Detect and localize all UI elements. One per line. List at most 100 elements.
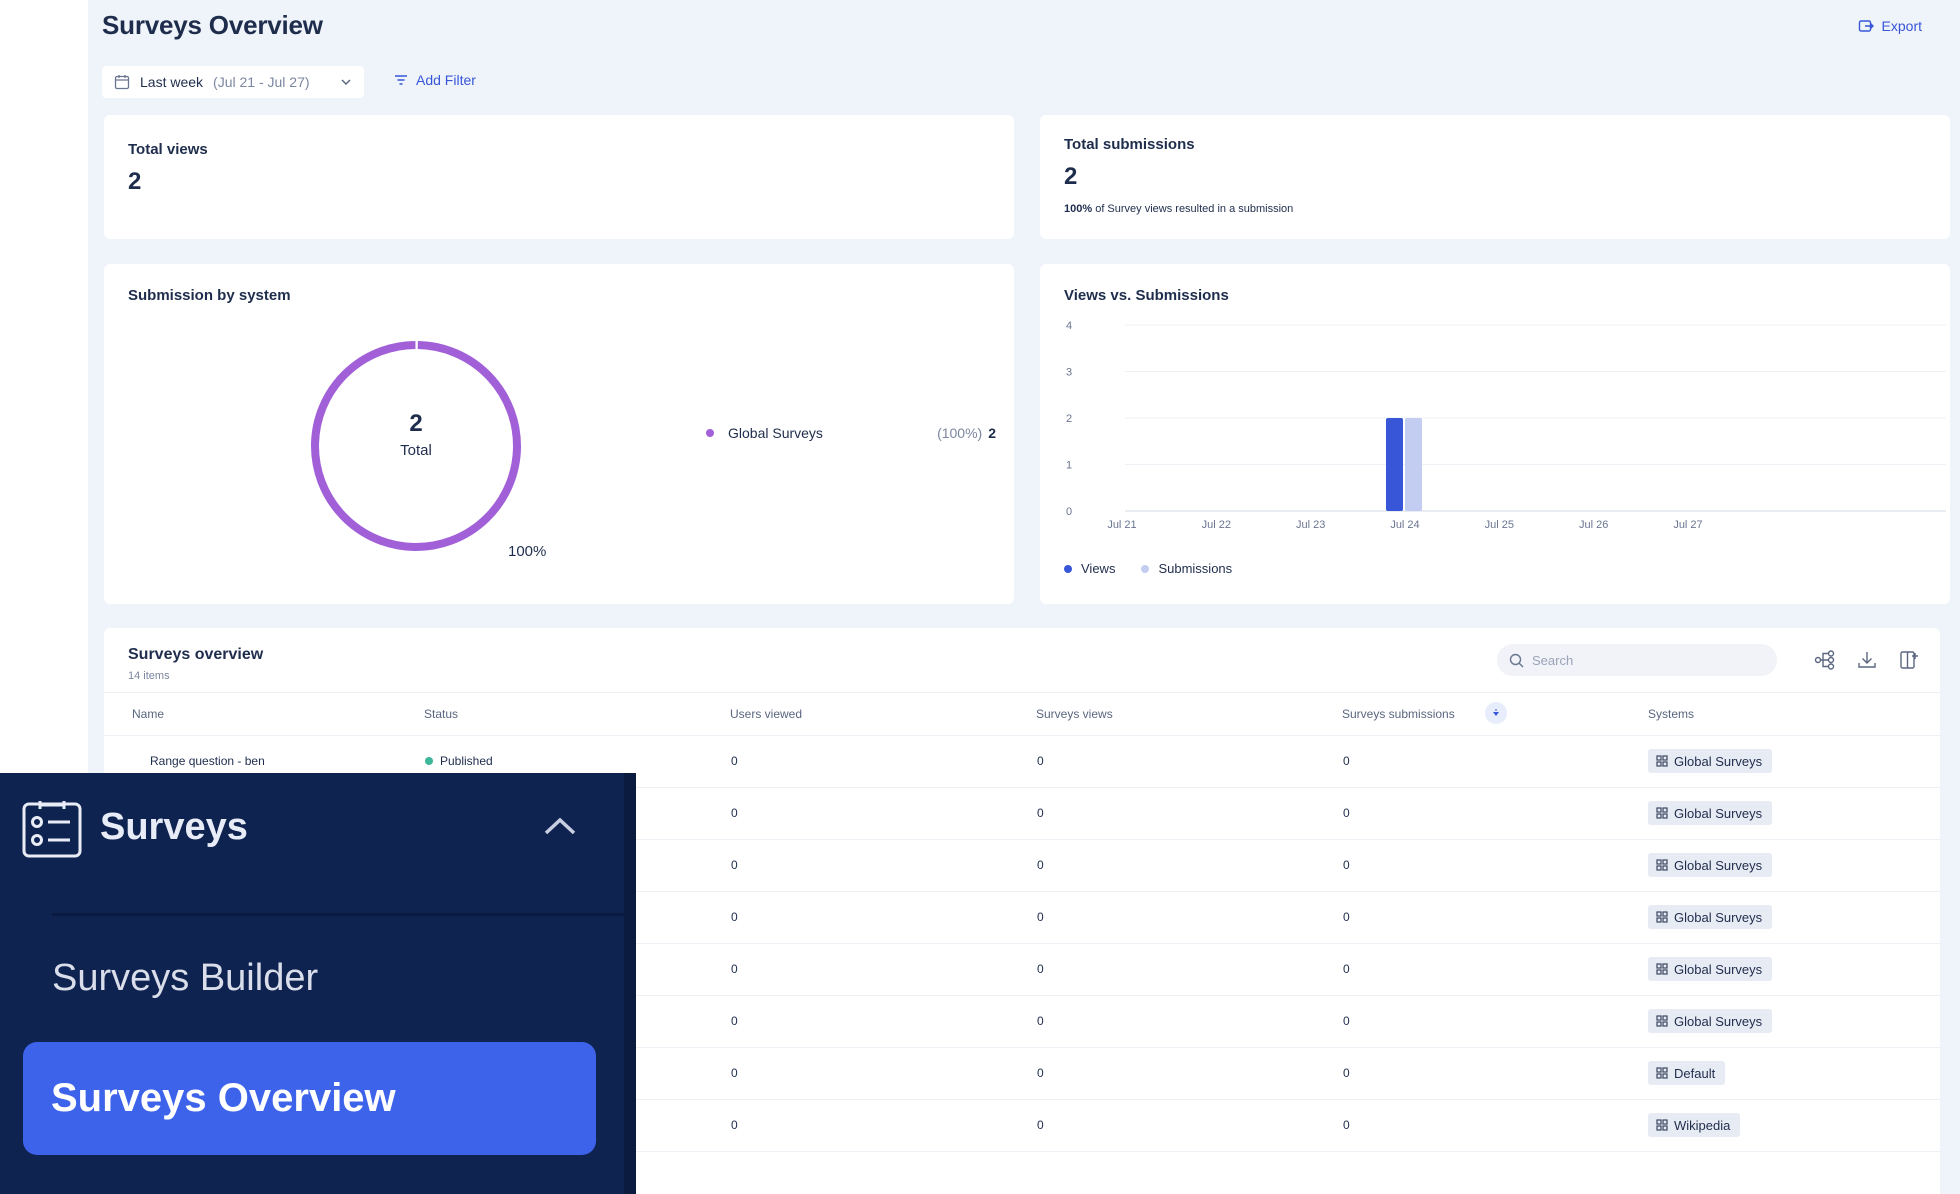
nav-divider [52,913,624,916]
grid-icon [1656,1015,1668,1027]
hierarchy-icon[interactable] [1813,648,1837,672]
cell-surveys-views: 0 [1037,1066,1044,1080]
cell-surveys-views: 0 [1037,806,1044,820]
total-submissions-card: Total submissions 2 100% of Survey views… [1040,115,1950,239]
donut-chart [311,341,521,551]
system-tag-label: Global Surveys [1674,961,1763,977]
cell-users-viewed: 0 [731,1014,738,1028]
system-tag-label: Global Surveys [1674,909,1763,925]
cell-name[interactable]: Range question - ben [150,754,265,768]
cell-users-viewed: 0 [731,858,738,872]
y-tick-label: 2 [1066,413,1072,425]
nav-section-surveys[interactable]: Surveys [0,773,624,913]
export-icon [1858,20,1874,32]
add-filter-button[interactable]: Add Filter [394,72,476,88]
submission-by-system-title: Submission by system [128,287,291,304]
bar-views[interactable] [1386,418,1403,511]
table-item-count: 14 items [128,670,170,682]
system-tag: Global Surveys [1648,853,1773,877]
table-row[interactable]: 0 0 0 Wikipedia [104,1100,1940,1152]
system-tag: Global Surveys [1648,749,1773,773]
date-range-select[interactable]: Last week (Jul 21 - Jul 27) [102,66,364,98]
sort-button[interactable] [1485,702,1507,724]
total-views-title: Total views [128,141,208,158]
export-button[interactable]: Export [1858,18,1922,34]
cell-users-viewed: 0 [731,910,738,924]
legend-submissions-label: Submissions [1158,561,1233,576]
download-icon[interactable] [1855,648,1879,672]
table-header: Name Status Users viewed Surveys views S… [104,692,1940,736]
calendar-icon [114,75,130,90]
x-tick-label: Jul 26 [1579,519,1608,531]
date-label: Last week [140,74,204,90]
status-text: Published [440,754,493,768]
legend-system-name: Global Surveys [728,425,823,441]
cell-users-viewed: 0 [731,754,738,768]
legend-submissions-dot [1141,564,1150,573]
table-row[interactable]: 0 0 0 Default [104,1048,1940,1100]
total-views-value: 2 [128,168,142,195]
cell-users-viewed: 0 [731,1118,738,1132]
col-header-users-viewed[interactable]: Users viewed [730,707,803,721]
search-icon [1509,653,1524,667]
grid-icon [1656,963,1668,975]
col-header-status[interactable]: Status [424,707,459,721]
bar-submissions[interactable] [1405,418,1422,511]
grid-icon [1656,911,1668,923]
total-views-card: Total views 2 [104,115,1014,239]
cell-surveys-submissions: 0 [1343,806,1350,820]
system-legend-item: Global Surveys (100%) 2 [706,425,996,441]
legend-system-value: 2 [988,425,996,441]
views-vs-submissions-card: Views vs. Submissions 0 1 2 3 4 Jul 21 Jul 22 J… [1040,264,1950,604]
col-header-systems[interactable]: Systems [1648,707,1695,721]
search-input[interactable]: Search [1532,652,1574,668]
legend-views-label: Views [1081,561,1116,576]
submission-rate-percent: 100% [1064,203,1093,215]
col-header-surveys-views[interactable]: Surveys views [1036,707,1113,721]
col-header-name[interactable]: Name [132,707,165,721]
page-title: Surveys Overview [102,10,323,40]
system-tag-label: Global Surveys [1674,857,1763,873]
table-row[interactable]: 0 0 0 Global Surveys [104,788,1940,840]
x-tick-label: Jul 25 [1485,519,1514,531]
cell-surveys-submissions: 0 [1343,962,1350,976]
donut-center: 2 Total [296,410,536,459]
system-tag: Global Surveys [1648,905,1773,929]
nav-item-surveys-builder[interactable]: Surveys Builder [52,957,319,999]
donut-total-label: Total [400,442,432,459]
x-tick-label: Jul 24 [1390,519,1419,531]
col-header-surveys-submissions[interactable]: Surveys submissions [1342,707,1455,721]
table-row[interactable]: Range question - ben Published 0 0 0 Global S… [104,736,1940,788]
system-tag: Global Surveys [1648,957,1773,981]
cell-surveys-submissions: 0 [1343,1014,1350,1028]
total-submissions-title: Total submissions [1064,136,1195,153]
table-row[interactable]: 0 0 0 Global Surveys [104,840,1940,892]
table-title: Surveys overview [128,646,264,663]
main-content: Surveys Overview Export Last week (Jul 2… [88,0,1960,1194]
total-submissions-value: 2 [1064,163,1078,190]
nav-item-surveys-overview[interactable]: Surveys Overview [23,1042,596,1155]
system-tag: Default [1648,1061,1726,1085]
chevron-up-icon[interactable] [540,811,580,841]
table-row[interactable]: 0 0 0 Global Surveys [104,944,1940,996]
table-row[interactable]: 0 0 0 Global Surveys [104,892,1940,944]
cell-users-viewed: 0 [731,962,738,976]
y-tick-label: 0 [1066,506,1072,518]
nav-edge [624,773,636,1194]
nav-zoom-overlay: Surveys Surveys Builder Surveys Overview [0,773,636,1194]
donut-ring [311,341,521,551]
legend-views-dot [1064,564,1072,573]
y-tick-label: 1 [1066,460,1072,472]
table-row[interactable]: 0 0 0 Global Surveys [104,996,1940,1048]
cell-surveys-submissions: 0 [1343,1066,1350,1080]
date-range-text: (Jul 21 - Jul 27) [213,74,310,90]
columns-settings-icon[interactable] [1897,648,1921,672]
chevron-down-icon [341,79,351,86]
search-box[interactable]: Search [1497,644,1777,676]
cell-users-viewed: 0 [731,806,738,820]
donut-total-value: 2 [409,410,423,437]
cell-surveys-views: 0 [1037,1014,1044,1028]
cell-surveys-submissions: 0 [1343,1118,1350,1132]
cell-surveys-views: 0 [1037,910,1044,924]
grid-icon [1656,807,1668,819]
